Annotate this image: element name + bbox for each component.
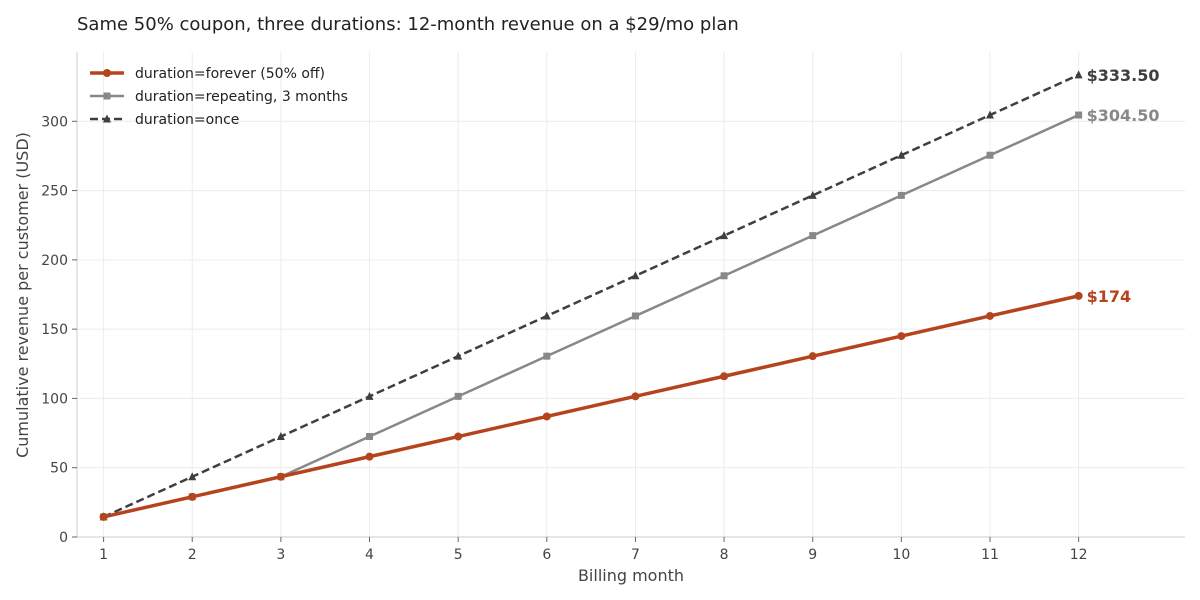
data-point	[986, 151, 994, 159]
data-point	[897, 332, 906, 341]
legend-entry: duration=forever (50% off)	[90, 66, 325, 82]
data-point	[365, 452, 374, 461]
legend-entry: duration=repeating, 3 months	[90, 89, 348, 105]
legend-entry: duration=once	[90, 112, 239, 128]
data-point	[188, 472, 197, 481]
data-point	[276, 432, 285, 441]
x-tick-label: 7	[631, 547, 640, 563]
data-point	[1075, 111, 1083, 119]
y-tick-label: 100	[41, 391, 68, 407]
data-point	[542, 412, 551, 421]
legend-marker	[103, 69, 111, 77]
y-tick-label: 50	[50, 461, 68, 477]
data-point	[631, 392, 640, 401]
x-tick-label: 5	[454, 547, 463, 563]
x-tick-label: 11	[981, 547, 999, 563]
grid	[77, 52, 1185, 538]
x-tick-label: 10	[892, 547, 910, 563]
data-point	[542, 311, 551, 320]
legend-marker	[103, 92, 111, 100]
series-1	[99, 291, 1083, 521]
data-point	[454, 392, 462, 400]
y-tick-label: 0	[59, 530, 68, 546]
data-point	[188, 492, 197, 501]
series-2	[100, 111, 1083, 521]
data-point	[631, 271, 640, 280]
data-point	[1074, 291, 1083, 300]
data-point	[985, 110, 994, 119]
legend-label: duration=forever (50% off)	[135, 66, 325, 82]
x-tick-label: 2	[188, 547, 197, 563]
data-point	[809, 232, 817, 240]
data-point	[365, 391, 374, 400]
data-point	[366, 433, 374, 441]
data-point	[720, 372, 729, 381]
x-tick-label: 3	[276, 547, 285, 563]
data-point	[99, 512, 108, 521]
data-point	[720, 231, 729, 240]
series-line	[103, 73, 1080, 519]
end-labels: $333.50 $304.50 $174	[1087, 66, 1160, 306]
x-tick-label: 4	[365, 547, 374, 563]
data-point	[808, 352, 817, 361]
end-value-label: $304.50	[1087, 106, 1160, 125]
legend-label: duration=once	[135, 112, 239, 128]
data-point	[454, 351, 463, 360]
y-tick-label: 300	[41, 114, 68, 130]
data-point	[897, 150, 906, 159]
x-tick-label: 12	[1070, 547, 1088, 563]
data-point	[720, 272, 728, 280]
end-value-label: $333.50	[1087, 66, 1160, 85]
x-tick-label: 9	[808, 547, 817, 563]
x-tick-label: 1	[99, 547, 108, 563]
series-line	[103, 113, 1080, 519]
data-point	[1074, 70, 1083, 79]
data-point	[454, 432, 463, 441]
y-tick-label: 200	[41, 253, 68, 269]
data-point	[808, 190, 817, 199]
chart-title: Same 50% coupon, three durations: 12-mon…	[77, 14, 739, 35]
y-tick-label: 250	[41, 184, 68, 200]
data-point	[543, 352, 551, 360]
data-point	[985, 311, 994, 320]
data-point	[276, 472, 285, 481]
data-point	[897, 191, 905, 199]
legend-label: duration=repeating, 3 months	[135, 89, 348, 105]
legend: duration=forever (50% off) duration=repea…	[90, 66, 348, 128]
end-value-label: $174	[1087, 287, 1132, 306]
axes	[72, 52, 1185, 542]
series-line	[103, 294, 1080, 519]
series-layer	[99, 70, 1083, 521]
legend-marker	[103, 114, 111, 123]
x-tick-label: 6	[542, 547, 551, 563]
x-tick-label: 8	[720, 547, 729, 563]
y-tick-label: 150	[41, 322, 68, 338]
series-3	[99, 70, 1083, 521]
y-axis-label: Cumulative revenue per customer (USD)	[13, 132, 32, 458]
data-point	[631, 312, 639, 320]
x-axis-label: Billing month	[578, 566, 684, 585]
